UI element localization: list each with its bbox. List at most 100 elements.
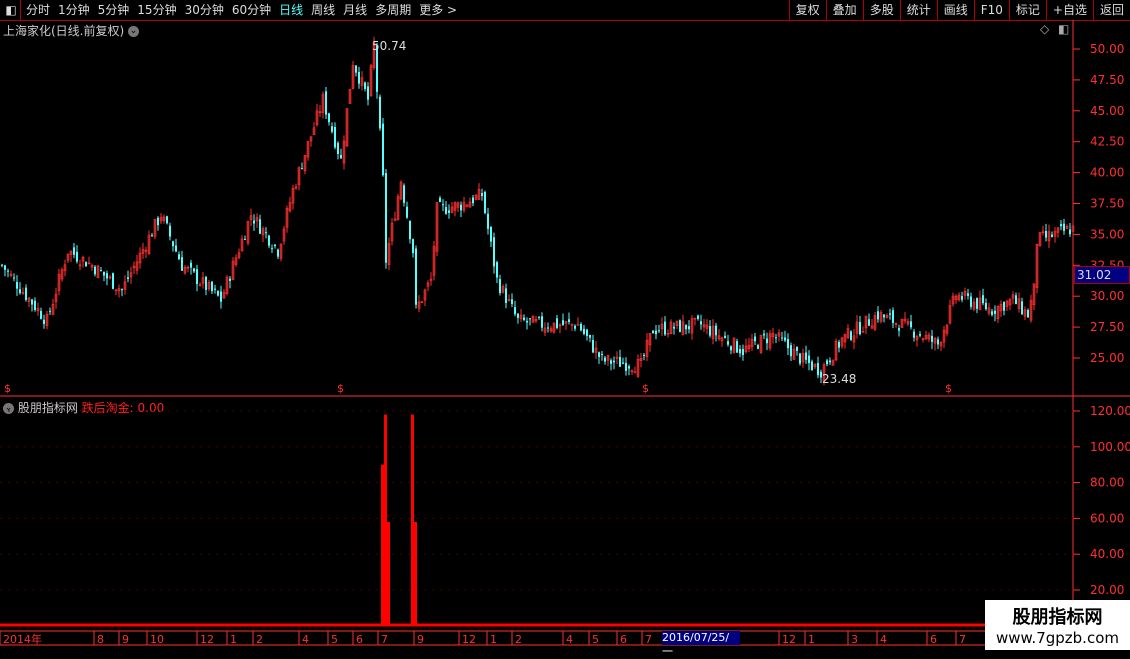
candle-body [406,206,408,218]
candle-body [448,210,450,213]
candle-body [628,366,630,369]
candle-body [162,216,166,221]
y-tick-label: 35.00 [1090,227,1124,241]
candle-body [1051,234,1053,237]
candle-body [1045,230,1047,238]
candle-body [574,325,576,329]
x-tick-label: 5 [592,633,599,646]
x-tick-label: 7 [381,633,388,646]
period-tab[interactable]: 60分钟 [231,3,272,17]
period-tab[interactable]: 多周期 [375,3,412,17]
candle-body [435,202,439,252]
candle-body [423,289,427,301]
chevron-down-icon[interactable]: ⌄ [3,403,14,414]
candle-body [808,355,810,363]
candle-body [919,334,921,336]
candle-body [117,288,121,292]
x-tick-label: 10 [150,633,164,646]
candle-body [768,333,772,349]
watermark-url: www.7gpzb.com [996,629,1119,647]
candle-body [297,167,301,186]
candle-body [445,207,447,214]
candle-body [382,123,384,176]
period-tab[interactable]: 月线 [343,3,368,17]
candle-body [376,45,378,92]
candle-body [1005,300,1009,307]
candle-body [106,273,108,279]
period-tab[interactable]: 5分钟 [97,3,130,17]
toolbar-button[interactable]: F10 [973,0,1009,20]
candle-body [1069,229,1071,235]
candle-body [552,322,556,333]
event-marker-icon: $ [642,382,649,395]
candle-body [711,325,715,339]
candle-body [1060,224,1062,227]
toolbar-button[interactable]: 复权 [788,0,826,20]
candle-body [589,334,591,338]
candle-body [666,332,670,335]
candle-body [114,289,118,292]
candle-body [846,328,850,338]
period-tab[interactable]: 15分钟 [137,3,177,17]
chevron-down-icon[interactable]: ⌄ [128,26,140,37]
candle-body [705,324,709,329]
candle-body [619,357,621,367]
candle-body [237,252,241,258]
candle-body [271,248,273,250]
toolbar-button[interactable]: 返回 [1092,0,1130,20]
y-tick-label: 27.50 [1090,320,1124,334]
diamond-icon[interactable]: ◇ [1040,22,1050,36]
period-tab[interactable]: 日线 [279,3,304,17]
candle-body [190,262,192,268]
candle-body [442,204,444,206]
panel-toggle-icon[interactable]: ◧ [1058,22,1070,36]
candle-body [724,335,726,339]
x-tick-label: 3 [851,633,858,646]
period-tab[interactable]: 分时 [26,3,51,17]
candle-body [892,310,894,324]
candle-body [358,72,360,84]
period-tab[interactable]: 1分钟 [58,3,90,17]
period-tab[interactable]: 30分钟 [184,3,224,17]
candle-body [325,91,327,115]
toolbar-button[interactable]: 统计 [899,0,937,20]
candle-body [568,319,570,322]
candle-body [265,232,267,234]
candle-body [103,271,105,276]
candle-body [231,260,235,281]
candle-body [826,360,828,365]
candle-body [291,187,295,204]
toolbar-button[interactable]: 叠加 [825,0,863,20]
toolbar-button[interactable]: +自选 [1045,0,1093,20]
toolbar-button[interactable]: 标记 [1008,0,1046,20]
candle-body [259,219,261,234]
x-tick-label: 12 [200,633,214,646]
candle-body [931,335,933,342]
candle-body [360,77,364,86]
candle-body [399,181,403,200]
candle-body [73,247,75,255]
candle-body [549,328,553,332]
candle-body [9,273,13,276]
period-tab[interactable]: 周线 [311,3,336,17]
candle-body [1011,294,1015,299]
candle-body [927,334,931,340]
candle-body [87,262,91,265]
toolbar-button[interactable]: 多股 [862,0,900,20]
candle-body [138,252,142,264]
panel-toggle-icon[interactable]: ◧ [2,0,21,20]
candle-body [4,265,6,270]
candle-body [822,364,826,382]
candle-body [166,216,168,224]
candle-body [1032,283,1036,306]
candle-body [225,276,229,294]
candle-body [613,360,615,363]
toolbar-button[interactable]: 画线 [936,0,974,20]
candle-body [415,248,417,305]
period-tab[interactable]: 更多 > [419,3,458,17]
candle-body [1038,232,1042,247]
candle-body [285,208,289,228]
x-tick-label: 6 [930,633,937,646]
candle-body [556,318,558,329]
